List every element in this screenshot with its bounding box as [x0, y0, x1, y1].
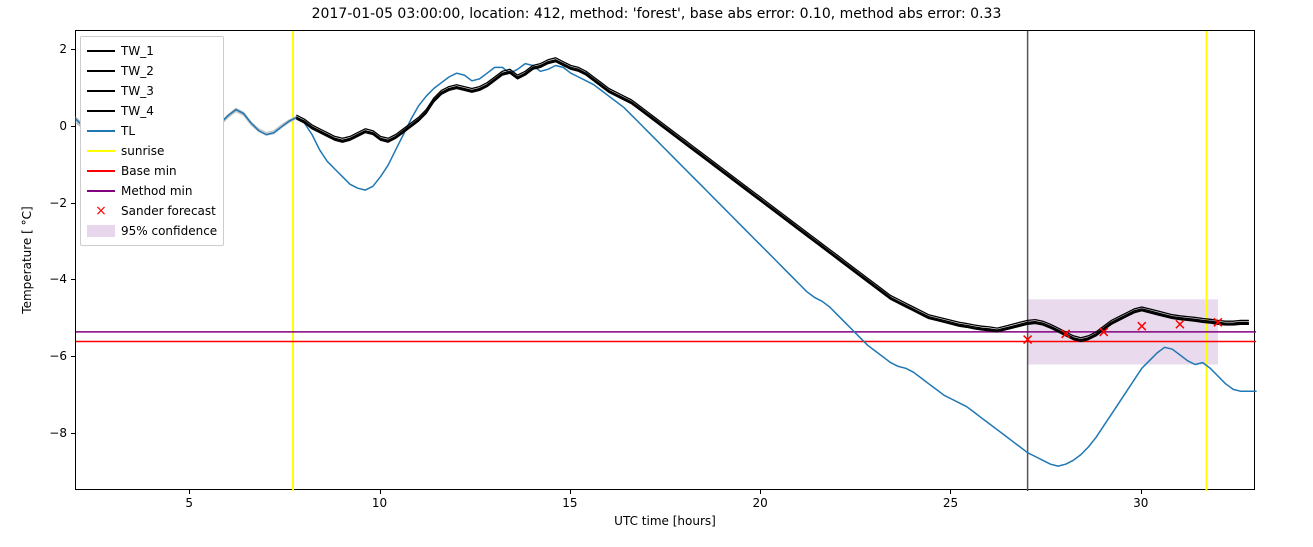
ytick-label: −4 — [49, 272, 67, 286]
legend-label: TW_1 — [121, 44, 154, 58]
plot-area — [75, 30, 1255, 490]
legend-label: Base min — [121, 164, 177, 178]
ytick-label: −6 — [49, 349, 67, 363]
legend-row-8: × Sander forecast — [87, 201, 217, 221]
legend-label: Sander forecast — [121, 204, 216, 218]
legend-swatch — [87, 184, 115, 198]
ytick-label: −2 — [49, 196, 67, 210]
xtick-mark — [380, 490, 381, 494]
xtick-label: 10 — [372, 496, 387, 510]
figure-container: 2017-01-05 03:00:00, location: 412, meth… — [0, 0, 1313, 547]
legend: TW_1 TW_2 TW_3 TW_4 TL sunrise Base min Method … — [80, 36, 224, 246]
legend-row-2: TW_3 — [87, 81, 217, 101]
series-TW-1 — [297, 60, 1249, 340]
legend-swatch — [87, 44, 115, 58]
ytick-mark — [71, 49, 75, 50]
legend-swatch — [87, 64, 115, 78]
legend-label: TW_3 — [121, 84, 154, 98]
xtick-mark — [189, 490, 190, 494]
legend-row-4: TL — [87, 121, 217, 141]
plot-svg — [76, 31, 1256, 491]
y-axis-label: Temperature [ °C] — [20, 206, 34, 313]
xtick-label: 25 — [943, 496, 958, 510]
xtick-mark — [760, 490, 761, 494]
legend-row-1: TW_2 — [87, 61, 217, 81]
ytick-label: −8 — [49, 426, 67, 440]
series-TW-4 — [297, 61, 1249, 341]
xtick-label: 20 — [753, 496, 768, 510]
chart-title: 2017-01-05 03:00:00, location: 412, meth… — [0, 6, 1313, 22]
legend-swatch — [87, 224, 115, 238]
xtick-label: 5 — [185, 496, 193, 510]
xtick-label: 30 — [1133, 496, 1148, 510]
ytick-mark — [71, 126, 75, 127]
ytick-mark — [71, 356, 75, 357]
legend-label: sunrise — [121, 144, 164, 158]
legend-label: TL — [121, 124, 135, 138]
legend-swatch — [87, 144, 115, 158]
legend-row-9: 95% confidence — [87, 221, 217, 241]
legend-row-3: TW_4 — [87, 101, 217, 121]
ytick-mark — [71, 279, 75, 280]
legend-row-5: sunrise — [87, 141, 217, 161]
series-TW-3 — [297, 58, 1249, 338]
ytick-label: 2 — [59, 42, 67, 56]
legend-row-0: TW_1 — [87, 41, 217, 61]
legend-row-7: Method min — [87, 181, 217, 201]
xtick-mark — [950, 490, 951, 494]
legend-label: Method min — [121, 184, 192, 198]
xtick-mark — [570, 490, 571, 494]
xtick-mark — [1141, 490, 1142, 494]
ytick-mark — [71, 203, 75, 204]
legend-swatch — [87, 84, 115, 98]
ytick-label: 0 — [59, 119, 67, 133]
ytick-mark — [71, 433, 75, 434]
legend-label: 95% confidence — [121, 224, 217, 238]
legend-row-6: Base min — [87, 161, 217, 181]
legend-swatch — [87, 104, 115, 118]
legend-swatch — [87, 164, 115, 178]
legend-swatch: × — [87, 204, 115, 218]
legend-swatch — [87, 124, 115, 138]
legend-label: TW_2 — [121, 64, 154, 78]
xtick-label: 15 — [562, 496, 577, 510]
series-TL — [76, 64, 1256, 467]
legend-label: TW_4 — [121, 104, 154, 118]
x-axis-label: UTC time [hours] — [614, 514, 716, 528]
